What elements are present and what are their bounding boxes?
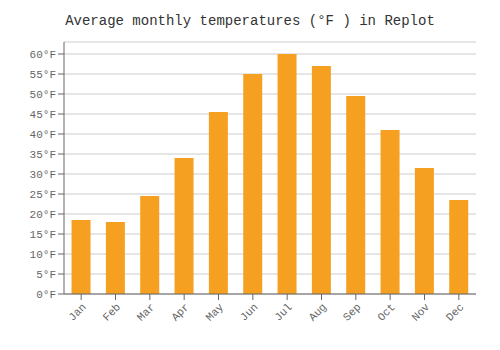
svg-text:10°F: 10°F	[30, 249, 56, 261]
svg-text:30°F: 30°F	[30, 169, 56, 181]
svg-text:50°F: 50°F	[30, 89, 56, 101]
svg-text:55°F: 55°F	[30, 69, 56, 81]
html-text:Average monthly temperatures (: Average monthly temperatures (°F ) in Re…	[65, 13, 435, 29]
svg-text:25°F: 25°F	[30, 189, 56, 201]
svg-text:Oct: Oct	[375, 301, 397, 323]
svg-text:Jul: Jul	[272, 301, 294, 323]
svg-text:Feb: Feb	[101, 301, 123, 323]
svg-text:40°F: 40°F	[30, 129, 56, 141]
svg-text:Mar: Mar	[135, 301, 157, 323]
svg-text:May: May	[204, 301, 227, 324]
svg-text:15°F: 15°F	[30, 229, 56, 241]
svg-text:Nov: Nov	[410, 301, 433, 324]
svg-text:Jun: Jun	[238, 301, 260, 323]
svg-text:60°F: 60°F	[30, 49, 56, 61]
svg-text:45°F: 45°F	[30, 109, 56, 121]
svg-text:Dec: Dec	[444, 301, 466, 323]
svg-text:Apr: Apr	[169, 301, 191, 323]
svg-text:Aug: Aug	[307, 301, 329, 323]
svg-text:35°F: 35°F	[30, 149, 56, 161]
svg-text:Sep: Sep	[341, 301, 363, 323]
svg-text:Jan: Jan	[66, 301, 88, 323]
svg-text:5°F: 5°F	[36, 269, 56, 281]
svg-text:0°F: 0°F	[36, 289, 56, 301]
svg-text:20°F: 20°F	[30, 209, 56, 221]
